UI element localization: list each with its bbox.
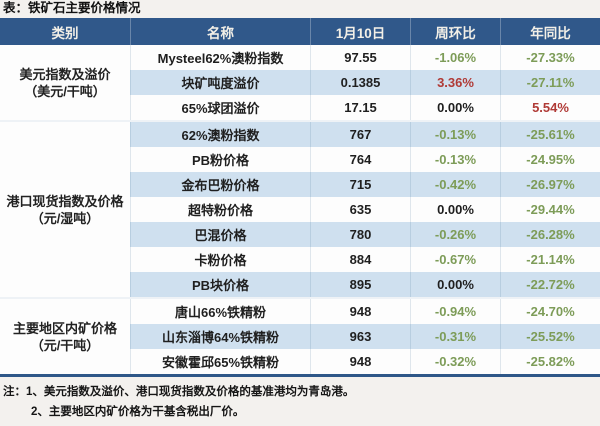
value-cell: 17.15 bbox=[310, 95, 410, 120]
value-cell: 948 bbox=[310, 299, 410, 324]
yoy-cell: -27.11% bbox=[500, 70, 600, 95]
yoy-cell: -25.61% bbox=[500, 122, 600, 147]
category-label: 港口现货指数及价格 bbox=[6, 193, 124, 209]
column-header-wow: 周环比 bbox=[410, 18, 500, 45]
yoy-cell: -26.28% bbox=[500, 222, 600, 247]
wow-cell: -0.26% bbox=[410, 222, 500, 247]
table-section: 港口现货指数及价格 （元/湿吨） 62%澳粉指数 767 -0.13% -25.61% PB… bbox=[0, 122, 600, 297]
value-cell: 764 bbox=[310, 147, 410, 172]
wow-cell: -0.31% bbox=[410, 324, 500, 349]
value-cell: 963 bbox=[310, 324, 410, 349]
wow-cell: -0.32% bbox=[410, 349, 500, 374]
column-header-name: 名称 bbox=[130, 18, 310, 45]
yoy-cell: -22.72% bbox=[500, 272, 600, 297]
yoy-cell: -24.70% bbox=[500, 299, 600, 324]
category-cell: 港口现货指数及价格 （元/湿吨） bbox=[0, 122, 130, 297]
yoy-cell: -25.52% bbox=[500, 324, 600, 349]
name-cell: 唐山66%铁精粉 bbox=[130, 299, 310, 324]
name-cell: PB粉价格 bbox=[130, 147, 310, 172]
wow-cell: -1.06% bbox=[410, 45, 500, 70]
category-unit: （美元/干吨） bbox=[24, 83, 106, 99]
category-cell: 美元指数及溢价 （美元/干吨） bbox=[0, 45, 130, 120]
footnote-2: 2、主要地区内矿价格为干基含税出厂价。 bbox=[31, 406, 245, 418]
wow-cell: -0.94% bbox=[410, 299, 500, 324]
wow-cell: -0.13% bbox=[410, 122, 500, 147]
yoy-cell: -21.14% bbox=[500, 247, 600, 272]
wow-cell: -0.42% bbox=[410, 172, 500, 197]
name-cell: 块矿吨度溢价 bbox=[130, 70, 310, 95]
footnote-1: 注：1、美元指数及溢价、港口现货指数及价格的基准港均为青岛港。 bbox=[3, 386, 355, 398]
price-table: 类别 名称 1月10日 周环比 年同比 美元指数及溢价 （美元/干吨） Mystee… bbox=[0, 18, 600, 377]
category-unit: （元/干吨） bbox=[30, 337, 100, 353]
name-cell: 山东淄博64%铁精粉 bbox=[130, 324, 310, 349]
page-title: 表：铁矿石主要价格情况 bbox=[3, 1, 141, 15]
yoy-cell: -27.33% bbox=[500, 45, 600, 70]
wow-cell: 3.36% bbox=[410, 70, 500, 95]
name-cell: 超特粉价格 bbox=[130, 197, 310, 222]
value-cell: 635 bbox=[310, 197, 410, 222]
wow-cell: 0.00% bbox=[410, 95, 500, 120]
value-cell: 715 bbox=[310, 172, 410, 197]
value-cell: 0.1385 bbox=[310, 70, 410, 95]
value-cell: 948 bbox=[310, 349, 410, 374]
value-cell: 97.55 bbox=[310, 45, 410, 70]
yoy-cell: 5.54% bbox=[500, 95, 600, 120]
value-cell: 895 bbox=[310, 272, 410, 297]
name-cell: 65%球团溢价 bbox=[130, 95, 310, 120]
column-header-date: 1月10日 bbox=[310, 18, 410, 45]
table-section: 主要地区内矿价格 （元/干吨） 唐山66%铁精粉 948 -0.94% -24.70% 山东… bbox=[0, 299, 600, 374]
value-cell: 767 bbox=[310, 122, 410, 147]
wow-cell: 0.00% bbox=[410, 197, 500, 222]
table-header-row: 类别 名称 1月10日 周环比 年同比 bbox=[0, 18, 600, 45]
category-label: 美元指数及溢价 bbox=[19, 66, 111, 82]
category-unit: （元/湿吨） bbox=[30, 210, 100, 226]
table-section: 美元指数及溢价 （美元/干吨） Mysteel62%澳粉指数 97.55 -1.06% -… bbox=[0, 45, 600, 120]
section-separator bbox=[0, 297, 600, 299]
name-cell: 62%澳粉指数 bbox=[130, 122, 310, 147]
name-cell: 安徽霍邱65%铁精粉 bbox=[130, 349, 310, 374]
yoy-cell: -24.95% bbox=[500, 147, 600, 172]
table-body: 美元指数及溢价 （美元/干吨） Mysteel62%澳粉指数 97.55 -1.06% -… bbox=[0, 45, 600, 374]
yoy-cell: -25.82% bbox=[500, 349, 600, 374]
name-cell: Mysteel62%澳粉指数 bbox=[130, 45, 310, 70]
yoy-cell: -29.44% bbox=[500, 197, 600, 222]
value-cell: 884 bbox=[310, 247, 410, 272]
wow-cell: -0.67% bbox=[410, 247, 500, 272]
category-label: 主要地区内矿价格 bbox=[12, 320, 117, 336]
wow-cell: -0.13% bbox=[410, 147, 500, 172]
section-separator bbox=[0, 120, 600, 122]
name-cell: 卡粉价格 bbox=[130, 247, 310, 272]
name-cell: 金布巴粉价格 bbox=[130, 172, 310, 197]
column-header-yoy: 年同比 bbox=[500, 18, 600, 45]
column-header-category: 类别 bbox=[51, 25, 79, 41]
table-bottom-border bbox=[0, 374, 600, 377]
name-cell: 巴混价格 bbox=[130, 222, 310, 247]
yoy-cell: -26.97% bbox=[500, 172, 600, 197]
footnotes: 注：1、美元指数及溢价、港口现货指数及价格的基准港均为青岛港。 2、主要地区内矿… bbox=[0, 377, 600, 422]
category-cell: 主要地区内矿价格 （元/干吨） bbox=[0, 299, 130, 374]
value-cell: 780 bbox=[310, 222, 410, 247]
wow-cell: 0.00% bbox=[410, 272, 500, 297]
name-cell: PB块价格 bbox=[130, 272, 310, 297]
